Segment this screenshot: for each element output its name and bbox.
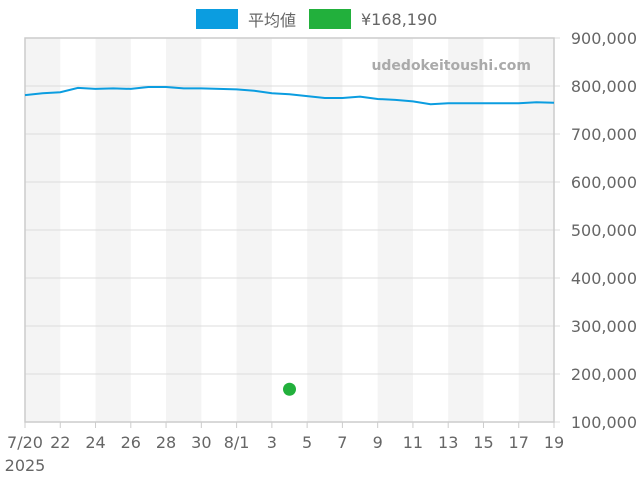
- watermark: udedokeitoushi.com: [371, 58, 531, 74]
- chart-legend: 平均値 ¥168,190: [0, 6, 640, 32]
- x-tick-label: 7/20: [7, 433, 43, 452]
- plot-border: [24, 37, 555, 423]
- x-tick-label: 8/1: [224, 433, 250, 452]
- x-tick-label: 30: [191, 433, 211, 452]
- x-tick-label: 5: [302, 433, 312, 452]
- y-tick-label: 800,000: [571, 77, 637, 96]
- y-tick-label: 300,000: [571, 317, 637, 336]
- price-points: [283, 382, 296, 396]
- x-year-label: 2025: [5, 456, 46, 475]
- legend-swatch-price: [309, 9, 351, 29]
- legend-label-price: ¥168,190: [361, 9, 438, 29]
- legend-item-average[interactable]: 平均値: [196, 6, 296, 32]
- price-point[interactable]: [283, 382, 296, 396]
- x-axis-labels: 7/20 22 24 26 28 30 8/1 3 5 7 9 11 13 15 17 19 2025: [5, 433, 565, 475]
- x-tick-label: 26: [121, 433, 141, 452]
- x-tick-label: 11: [403, 433, 423, 452]
- x-tick-label: 13: [438, 433, 458, 452]
- y-tick-label: 700,000: [571, 125, 637, 144]
- y-tick-label: 100,000: [571, 413, 637, 432]
- y-tick-label: 600,000: [571, 173, 637, 192]
- y-tick-label: 500,000: [571, 221, 637, 240]
- y-tick-label: 400,000: [571, 269, 637, 288]
- legend-swatch-average: [196, 9, 238, 29]
- x-tick-label: 7: [337, 433, 347, 452]
- x-tick-label: 17: [509, 433, 529, 452]
- x-tick-label: 19: [544, 433, 564, 452]
- x-tick-label: 15: [473, 433, 493, 452]
- x-tick-label: 24: [85, 433, 105, 452]
- average-price-line: [24, 86, 555, 106]
- legend-item-price[interactable]: ¥168,190: [309, 6, 437, 32]
- y-tick-label: 900,000: [571, 29, 637, 48]
- x-tick-label: 3: [267, 433, 277, 452]
- y-tick-label: 200,000: [571, 365, 637, 384]
- y-axis-labels: 900,000 800,000 700,000 600,000 500,000 400,0…: [571, 29, 637, 432]
- x-tick-label: 28: [156, 433, 176, 452]
- x-tick-label: 9: [373, 433, 383, 452]
- legend-label-average: 平均値: [248, 11, 297, 30]
- x-tick-label: 22: [50, 433, 70, 452]
